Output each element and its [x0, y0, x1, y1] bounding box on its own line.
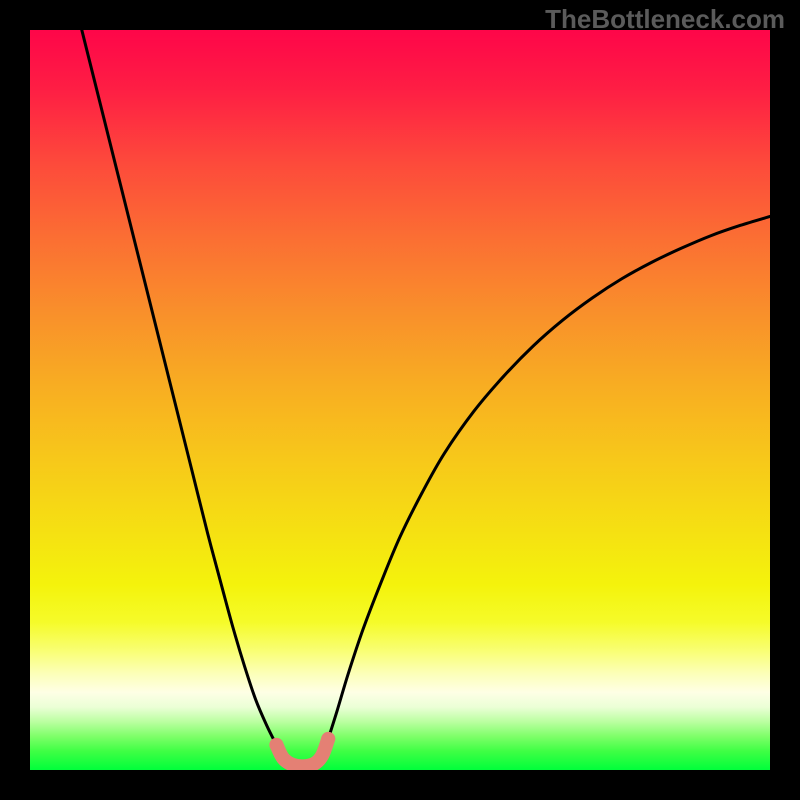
marker-endpoint-1 [321, 732, 335, 746]
watermark-text: TheBottleneck.com [545, 4, 785, 35]
plot-frame [30, 30, 770, 770]
gradient-background [30, 30, 770, 770]
plot-svg [30, 30, 770, 770]
marker-endpoint-0 [269, 738, 283, 752]
